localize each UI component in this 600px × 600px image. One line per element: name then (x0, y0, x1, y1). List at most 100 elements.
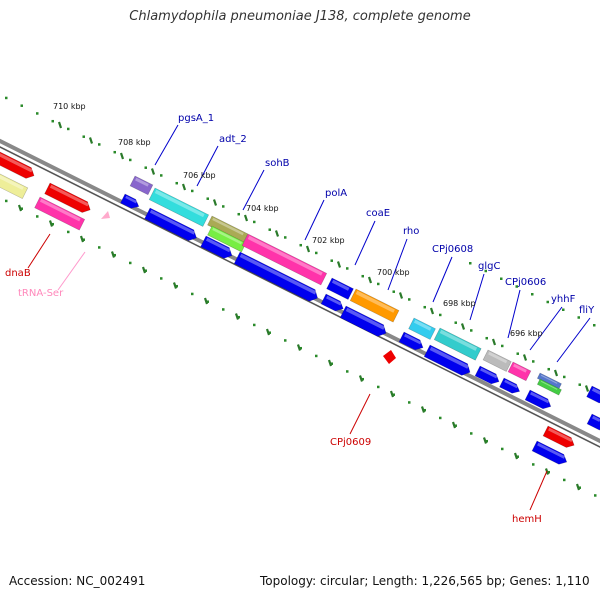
gc-dot (485, 336, 488, 340)
scale-tick (150, 168, 156, 175)
gene-arrow (34, 196, 86, 231)
gene-highlight (326, 295, 342, 306)
gene-arrow (233, 251, 318, 302)
gene-highlight (212, 217, 244, 236)
gene-arrow (433, 327, 482, 361)
gc-dot (51, 119, 54, 123)
gene-label: CPj0606 (505, 277, 547, 288)
scale-tick (181, 183, 187, 191)
callout-line (556, 317, 591, 363)
gc-dot (5, 199, 8, 203)
gc-dot (82, 238, 85, 241)
map-title: Chlamydophila pneumoniae J138, complete … (129, 9, 471, 24)
gc-dot (392, 290, 395, 293)
gene-highlight (0, 171, 24, 190)
gc-dot (377, 282, 380, 286)
scale-tick (243, 214, 249, 222)
gene-arrow (507, 361, 532, 382)
gc-dot (113, 150, 116, 154)
gc-dot (222, 205, 225, 208)
gc-dot (129, 158, 132, 162)
gc-dot (191, 189, 194, 193)
gc-dot (67, 127, 70, 131)
gc-dot (20, 207, 23, 210)
gene-feature (531, 440, 568, 465)
gc-dot (361, 274, 364, 278)
scale-tick (367, 276, 373, 284)
gene-label: glgC (478, 261, 501, 272)
gene-highlight (488, 351, 508, 364)
gc-dot (284, 339, 287, 342)
gene-feature (44, 182, 91, 213)
gene-feature (34, 196, 86, 231)
gene-feature (339, 305, 387, 337)
scale-tick (522, 354, 528, 361)
gene-feature (349, 288, 400, 323)
gene-label: CPj0608 (432, 244, 474, 255)
gc-dot (191, 292, 194, 296)
scale-label: 696 kbp (510, 329, 543, 338)
gc-dot (563, 478, 566, 482)
gene-highlight (154, 189, 205, 218)
gc-dot (5, 96, 8, 100)
gc-dot (144, 166, 147, 169)
gene-arrow (499, 377, 521, 394)
gc-dot (160, 174, 163, 177)
gene-feature (482, 349, 512, 372)
gene-arrow (0, 147, 35, 179)
gene-highlight (548, 427, 573, 442)
gene-feature (326, 277, 354, 300)
gene-feature (423, 344, 471, 376)
gc-dot (500, 277, 503, 280)
callout-line (27, 233, 51, 269)
gene-feature (474, 365, 500, 385)
gene-feature (398, 331, 424, 351)
gc-dot (516, 352, 519, 355)
gene-feature (144, 207, 197, 241)
scale-tick (296, 344, 302, 351)
scale-tick (491, 338, 497, 346)
gene-label: sohB (265, 158, 290, 169)
scale-tick (358, 375, 364, 382)
scale-tick (234, 313, 240, 320)
gc-dot (346, 370, 349, 373)
gc-dot (408, 401, 411, 404)
gc-dot (36, 215, 39, 218)
callout-line (432, 256, 453, 303)
gc-dot (315, 354, 318, 358)
gene-feature (408, 317, 436, 340)
scale-tick (48, 220, 54, 227)
gene-highlight (530, 391, 550, 404)
scale-tick (172, 282, 178, 289)
gene-highlight (0, 149, 33, 173)
gene-label: dnaB (5, 268, 31, 279)
callout-line (304, 199, 325, 241)
gene-arrow (148, 187, 210, 227)
scale-tick (575, 483, 581, 491)
callout-line (354, 220, 376, 266)
scale-tick (420, 406, 426, 413)
callout-line (387, 238, 408, 291)
gc-dot (469, 262, 472, 265)
trna-marker (101, 211, 110, 219)
gene-feature (542, 425, 575, 448)
gene-arrow (349, 288, 400, 323)
gene-feature (586, 413, 600, 431)
gene-highlight (480, 367, 498, 379)
gene-arrow (531, 440, 568, 465)
gc-dot (484, 269, 487, 273)
gc-dot (67, 230, 70, 234)
scale-tick (274, 230, 280, 237)
callout-line (154, 124, 179, 166)
gene-label: polA (325, 188, 348, 199)
gene-highlight (504, 379, 518, 389)
gene-feature (320, 293, 344, 312)
gc-dot (454, 321, 457, 324)
gene-arrow (200, 235, 233, 259)
gene-highlight (439, 329, 478, 351)
scale-tick (110, 251, 116, 258)
gc-dot (51, 222, 54, 226)
callout-line (507, 289, 521, 339)
gc-dot (346, 267, 349, 270)
gc-dot (36, 112, 39, 115)
